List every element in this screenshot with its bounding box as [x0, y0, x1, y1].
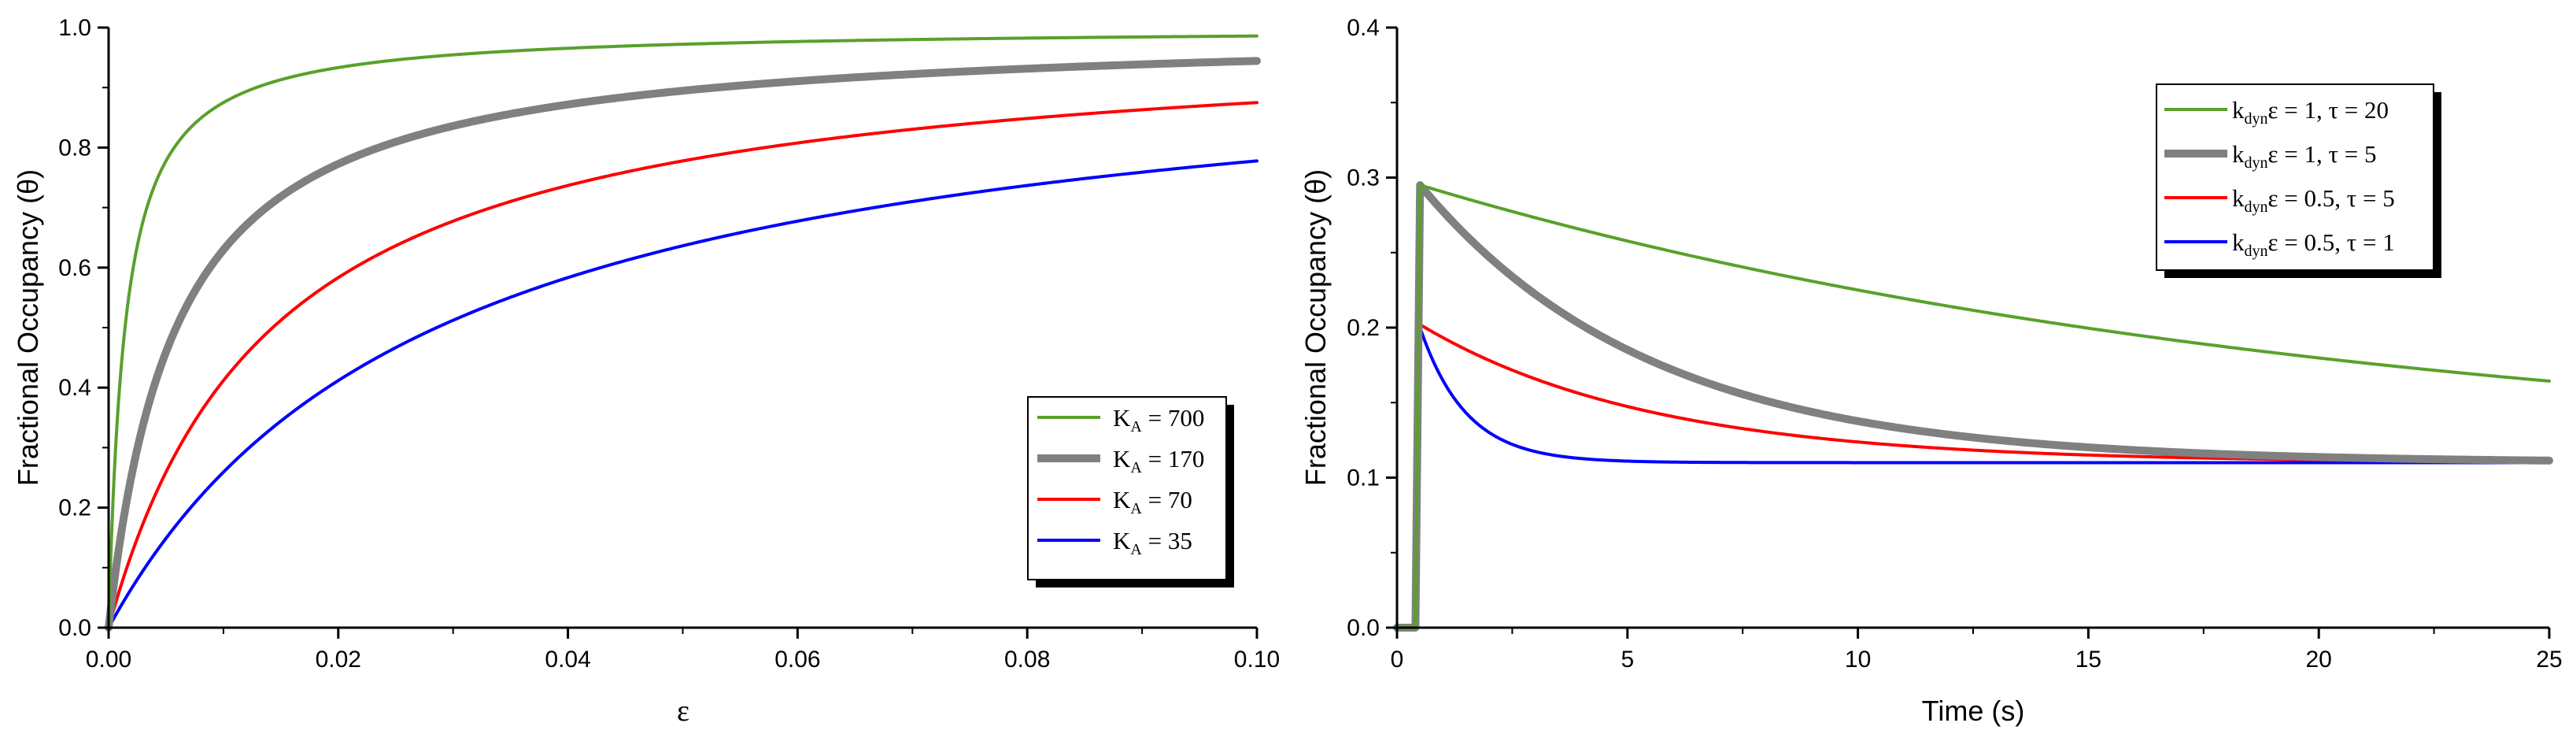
- legend-rest-text: = 70: [1142, 486, 1192, 513]
- right-x-tick-label: 5: [1621, 647, 1634, 673]
- legend-rest-text: ε = 0.5, τ = 5: [2268, 184, 2395, 212]
- left-series-line-ka-35: [107, 159, 1258, 629]
- right-y-tick-label: 0.2: [1347, 315, 1380, 341]
- left-y-tick-label: 0.0: [58, 615, 91, 641]
- left-x-axis-label: ε: [677, 695, 689, 728]
- left-y-tick-label: 0.6: [58, 255, 91, 281]
- right-legend-box: [2156, 83, 2434, 271]
- right-curves: [1393, 181, 2553, 632]
- legend-rest-text: ε = 1, τ = 20: [2268, 96, 2389, 124]
- legend-rest-text: = 700: [1142, 404, 1204, 432]
- legend-sub-text: dyn: [2245, 110, 2268, 128]
- legend-main-text: k: [2232, 184, 2245, 212]
- right-chart: 0 5 10 15 20 25 0.0 0.1 0.2 0.3 0.4 Fractional Occ…: [1299, 15, 2563, 727]
- left-x-tick-label: 0.02: [316, 647, 361, 673]
- right-x-tick-label: 20: [2306, 647, 2332, 673]
- right-x-tick-label: 0: [1391, 647, 1404, 673]
- right-y-tick-label: 0.4: [1347, 15, 1380, 41]
- left-legend-label: KA = 700: [1113, 404, 1204, 436]
- legend-sub-text: dyn: [2245, 243, 2268, 260]
- left-legend-label: KA = 70: [1113, 486, 1192, 517]
- right-legend-label: kdynε = 1, τ = 20: [2232, 96, 2389, 128]
- legend-rest-text: ε = 1, τ = 5: [2268, 140, 2377, 168]
- left-chart: 0.00 0.02 0.04 0.06 0.08 0.10 0.0 0.2 0.4 0.6 0.8 1…: [12, 15, 1280, 728]
- left-series-line-ka-70: [107, 101, 1258, 629]
- left-y-tick-label: 0.4: [58, 375, 91, 401]
- legend-rest-text: = 35: [1142, 527, 1192, 554]
- right-x-axis-label: Time (s): [1922, 695, 2025, 727]
- legend-sub-text: A: [1130, 541, 1142, 558]
- legend-rest-text: ε = 0.5, τ = 1: [2268, 228, 2395, 256]
- right-legend-label: kdynε = 1, τ = 5: [2232, 140, 2376, 172]
- left-y-tick-label: 0.8: [58, 135, 91, 161]
- left-y-tick-label: 1.0: [58, 15, 91, 41]
- left-legend-label: KA = 35: [1113, 527, 1192, 558]
- legend-main-text: K: [1113, 445, 1131, 473]
- left-x-tick-label: 0.08: [1004, 647, 1050, 673]
- left-ticks: 0.00 0.02 0.04 0.06 0.08 0.10 0.0 0.2 0.4 0.6 0.8 1…: [58, 15, 1280, 673]
- left-series-line-ka-700: [107, 34, 1258, 629]
- right-x-tick-label: 15: [2075, 647, 2101, 673]
- legend-main-text: k: [2232, 140, 2245, 168]
- right-x-tick-label: 25: [2536, 647, 2562, 673]
- legend-sub-text: A: [1130, 459, 1142, 476]
- left-x-tick-label: 0.06: [774, 647, 820, 673]
- right-series-line-tau-5: [1393, 181, 2553, 632]
- right-series-line-tau-5: [1395, 323, 2551, 629]
- left-legend-label: KA = 170: [1113, 445, 1204, 476]
- right-y-tick-label: 0.3: [1347, 165, 1380, 191]
- left-series-line-ka-170: [105, 57, 1261, 632]
- left-y-axis-label: Fractional Occupancy (θ): [12, 169, 44, 486]
- legend-sub-text: dyn: [2245, 198, 2268, 216]
- legend-main-text: K: [1113, 527, 1131, 554]
- left-legend-box: [1027, 396, 1227, 580]
- legend-sub-text: A: [1130, 500, 1142, 517]
- right-ticks: 0 5 10 15 20 25 0.0 0.1 0.2 0.3 0.4: [1347, 15, 2562, 673]
- left-x-tick-label: 0.04: [545, 647, 590, 673]
- right-legend-label: kdynε = 0.5, τ = 1: [2232, 228, 2395, 260]
- legend-main-text: k: [2232, 228, 2245, 256]
- right-series-line-tau-1: [1395, 326, 2551, 629]
- legend-sub-text: A: [1130, 418, 1142, 436]
- left-curves: [105, 34, 1261, 632]
- right-x-tick-label: 10: [1845, 647, 1871, 673]
- right-y-tick-label: 0.1: [1347, 465, 1380, 491]
- right-y-axis-label: Fractional Occupancy (θ): [1299, 169, 1332, 486]
- legend-sub-text: dyn: [2245, 154, 2268, 172]
- legend-rest-text: = 170: [1142, 445, 1204, 473]
- left-x-tick-label: 0.00: [86, 647, 131, 673]
- left-x-tick-label: 0.10: [1234, 647, 1280, 673]
- right-legend-label: kdynε = 0.5, τ = 5: [2232, 184, 2395, 216]
- legend-main-text: K: [1113, 486, 1131, 513]
- legend-main-text: K: [1113, 404, 1131, 432]
- legend-main-text: k: [2232, 96, 2245, 124]
- right-y-tick-label: 0.0: [1347, 615, 1380, 641]
- right-series-line-tau-20: [1395, 183, 2551, 629]
- left-y-tick-label: 0.2: [58, 495, 91, 521]
